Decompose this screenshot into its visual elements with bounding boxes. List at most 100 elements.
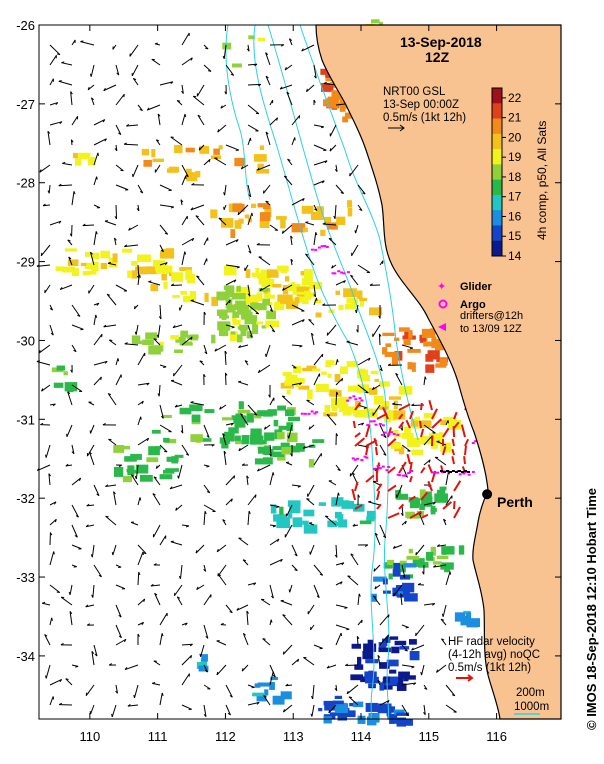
sst-patch (225, 290, 230, 298)
sst-patch (325, 405, 331, 414)
sst-patch (302, 300, 309, 304)
sst-patch (304, 524, 318, 533)
sst-patch (281, 269, 288, 272)
sst-patch (152, 159, 164, 162)
sst-patch (258, 203, 269, 207)
sst-patch (440, 487, 447, 491)
current-arrowhead (101, 377, 102, 380)
current-arrowhead (208, 71, 211, 72)
lon-tick-label: 113 (283, 729, 304, 744)
sst-patch (357, 657, 361, 665)
sst-patch (285, 383, 292, 386)
sst-patch (320, 230, 325, 236)
sst-patch (258, 38, 266, 42)
sst-patch (54, 383, 64, 388)
radar-arrow (376, 447, 377, 455)
sst-patch (276, 521, 290, 528)
drifter-track-point (446, 470, 449, 472)
sst-patch (250, 435, 263, 444)
sst-patch (307, 389, 313, 399)
sst-patch (368, 684, 375, 688)
sst-patch (412, 362, 416, 371)
drifter-track-point (461, 471, 464, 473)
current-arrowhead (327, 332, 328, 335)
sst-patch (258, 683, 271, 687)
sst-patch (341, 501, 354, 509)
glider-track-point (384, 432, 387, 434)
colorbar-tick-label: 14 (508, 249, 522, 263)
current-arrowhead (368, 501, 371, 502)
drifter-track-point (467, 471, 470, 473)
sst-patch (235, 436, 241, 441)
sst-patch (204, 409, 214, 413)
current-arrowhead (450, 572, 451, 575)
sst-patch (371, 371, 379, 374)
current-arrowhead (141, 417, 142, 420)
sst-patch (234, 422, 245, 428)
sst-patch (85, 252, 90, 257)
sst-patch (318, 708, 322, 711)
glider-track-point (407, 472, 410, 474)
sst-patch (343, 288, 357, 297)
sst-patch (64, 371, 68, 375)
sst-patch (325, 363, 331, 367)
sst-patch (137, 255, 151, 261)
sst-patch (166, 248, 174, 255)
current-arrowhead (59, 81, 62, 82)
glider-track-point (318, 247, 321, 249)
lon-tick-label: 115 (418, 729, 439, 744)
sst-patch (336, 291, 341, 295)
glider-track-point (311, 249, 314, 251)
nrt-scale: 0.5m/s (1kt 12h) (383, 112, 466, 124)
radar-arrow (453, 439, 454, 446)
sst-patch (414, 418, 419, 421)
sst-patch (403, 339, 410, 345)
colorbar-swatch (492, 180, 502, 196)
sst-patch (409, 639, 417, 645)
sst-patch (293, 292, 306, 295)
sst-patch (150, 284, 158, 291)
sst-patch (335, 703, 348, 713)
colorbar-title: 4h comp, p50, All Sats (535, 121, 549, 240)
glider-track-point (459, 473, 462, 475)
current-arrowhead (347, 341, 350, 342)
sst-patch (425, 364, 434, 372)
current-arrow (138, 572, 139, 585)
sst-patch (272, 284, 281, 288)
sst-patch (114, 467, 123, 477)
glider-track-point (436, 472, 439, 474)
current-arrow (248, 84, 261, 85)
sst-patch (365, 659, 378, 663)
sst-patch (362, 651, 373, 659)
sst-patch (131, 261, 137, 266)
sst-patch (347, 200, 352, 207)
sst-patch (267, 269, 279, 277)
sst-patch (426, 552, 433, 561)
sst-patch (309, 459, 314, 467)
sst-patch (444, 568, 450, 572)
colorbar-swatch (492, 134, 502, 150)
colorbar-tick-label: 17 (508, 190, 522, 204)
drifter-track-point (452, 470, 455, 472)
sst-patch (304, 269, 313, 278)
sst-patch (379, 381, 390, 386)
glider-track-point (472, 471, 475, 473)
sst-patch (437, 490, 445, 495)
sst-patch (281, 447, 292, 455)
sst-patch (254, 154, 267, 162)
colorbar-swatch (492, 88, 502, 104)
current-arrowhead (112, 714, 113, 717)
sst-patch (277, 432, 285, 439)
sst-patch (227, 265, 233, 274)
glider-track-point (307, 413, 310, 415)
sst-patch (113, 253, 118, 262)
sst-patch (316, 384, 329, 392)
current-arrowhead (41, 253, 42, 256)
sst-patch (324, 701, 334, 706)
current-arrowhead (263, 639, 266, 640)
current-arrowhead (230, 300, 231, 303)
sst-patch (238, 410, 251, 414)
glider-track-point (321, 245, 324, 247)
sst-patch (409, 549, 413, 553)
sst-patch (242, 435, 250, 444)
